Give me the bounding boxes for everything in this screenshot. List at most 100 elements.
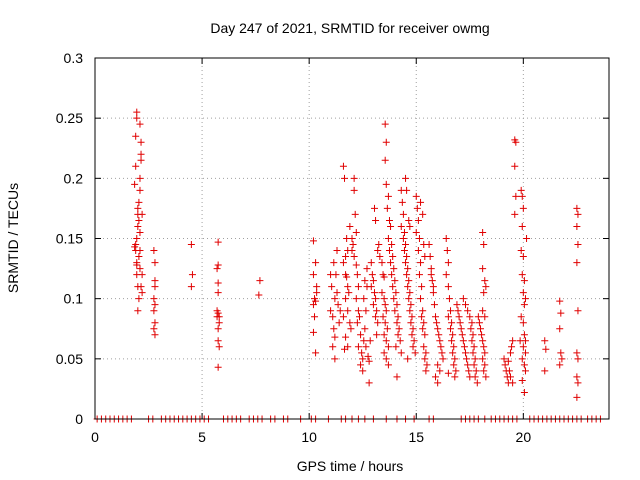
data-point bbox=[482, 283, 490, 291]
data-point bbox=[481, 313, 489, 321]
data-point bbox=[436, 367, 444, 375]
data-point bbox=[380, 349, 388, 357]
data-point bbox=[341, 345, 349, 353]
data-point bbox=[438, 349, 446, 357]
data-point bbox=[135, 198, 143, 206]
data-point bbox=[417, 198, 425, 206]
data-point bbox=[474, 313, 482, 321]
data-point bbox=[367, 259, 375, 267]
data-point bbox=[422, 349, 430, 357]
data-point bbox=[509, 337, 517, 345]
data-point bbox=[329, 313, 337, 321]
data-point bbox=[341, 174, 349, 182]
data-point bbox=[471, 355, 479, 363]
data-point bbox=[151, 319, 159, 327]
data-point bbox=[406, 289, 414, 297]
data-point bbox=[512, 138, 520, 146]
data-point bbox=[214, 363, 222, 371]
data-point bbox=[187, 241, 195, 249]
data-point bbox=[407, 319, 415, 327]
data-point bbox=[350, 253, 358, 261]
data-point bbox=[410, 337, 418, 345]
data-point bbox=[362, 307, 370, 315]
data-point bbox=[382, 337, 390, 345]
data-point bbox=[447, 325, 455, 333]
data-point bbox=[136, 186, 144, 194]
data-point bbox=[448, 337, 456, 345]
data-point bbox=[388, 241, 396, 249]
data-point bbox=[135, 216, 143, 224]
data-point bbox=[462, 301, 470, 309]
data-point bbox=[400, 228, 408, 236]
data-point bbox=[481, 277, 489, 285]
data-point bbox=[422, 367, 430, 375]
data-point bbox=[417, 259, 425, 267]
data-point bbox=[370, 289, 378, 297]
data-point bbox=[352, 295, 360, 303]
data-point bbox=[479, 265, 487, 273]
data-point bbox=[385, 247, 393, 255]
data-point bbox=[506, 373, 514, 381]
data-point bbox=[467, 325, 475, 333]
data-point bbox=[389, 283, 397, 291]
data-point bbox=[381, 120, 389, 128]
data-point bbox=[434, 379, 442, 387]
data-point bbox=[479, 228, 487, 236]
data-point bbox=[394, 313, 402, 321]
data-point bbox=[404, 283, 412, 291]
data-point bbox=[418, 313, 426, 321]
data-point bbox=[500, 355, 508, 363]
data-point bbox=[390, 295, 398, 303]
data-point bbox=[332, 271, 340, 279]
data-point bbox=[346, 319, 354, 327]
data-point bbox=[444, 369, 452, 377]
data-point bbox=[215, 343, 223, 351]
y-tick-labels: 0 0.05 0.1 0.15 0.2 0.25 0.3 bbox=[56, 50, 83, 427]
data-point bbox=[362, 343, 370, 351]
data-point bbox=[574, 241, 582, 249]
data-point bbox=[339, 162, 347, 170]
data-point bbox=[363, 265, 371, 273]
data-point bbox=[434, 325, 442, 333]
data-point bbox=[364, 352, 372, 360]
data-point bbox=[427, 271, 435, 279]
data-point bbox=[214, 289, 222, 297]
data-point bbox=[480, 241, 488, 249]
data-point bbox=[469, 331, 477, 339]
data-point bbox=[131, 243, 139, 251]
data-point bbox=[215, 319, 223, 327]
data-point bbox=[409, 325, 417, 333]
data-point bbox=[428, 277, 436, 285]
data-point bbox=[408, 313, 416, 321]
data-point bbox=[469, 349, 477, 357]
data-point bbox=[344, 283, 352, 291]
data-point bbox=[501, 361, 509, 369]
data-point bbox=[464, 361, 472, 369]
data-point bbox=[462, 349, 470, 357]
data-point bbox=[436, 337, 444, 345]
data-point bbox=[134, 222, 142, 230]
data-point bbox=[518, 222, 526, 230]
data-point bbox=[135, 295, 143, 303]
data-point bbox=[437, 343, 445, 351]
data-point bbox=[444, 313, 452, 321]
data-point bbox=[378, 259, 386, 267]
data-point bbox=[358, 349, 366, 357]
data-point bbox=[131, 180, 139, 188]
data-point bbox=[393, 301, 401, 309]
data-point bbox=[473, 379, 481, 387]
data-point bbox=[138, 271, 146, 279]
data-point bbox=[348, 247, 356, 255]
data-point bbox=[313, 289, 321, 297]
data-point bbox=[150, 247, 158, 255]
data-point bbox=[480, 289, 488, 297]
data-point bbox=[360, 295, 368, 303]
data-point bbox=[151, 283, 159, 291]
data-point bbox=[542, 345, 550, 353]
data-point bbox=[347, 325, 355, 333]
data-point bbox=[391, 277, 399, 285]
data-point bbox=[517, 186, 525, 194]
data-point bbox=[415, 271, 423, 279]
data-point bbox=[421, 355, 429, 363]
data-point bbox=[399, 210, 407, 218]
